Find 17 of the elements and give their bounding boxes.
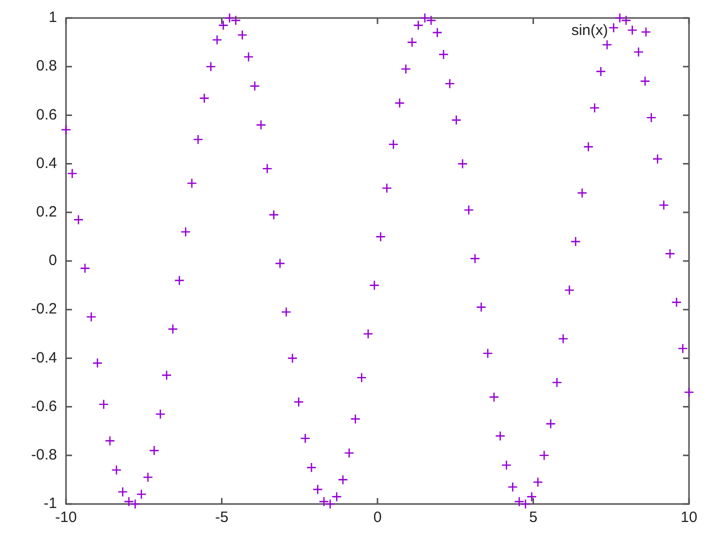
y-tick-label: -1 xyxy=(44,495,57,512)
y-tick-label: 0.8 xyxy=(36,58,57,75)
x-tick-label: 10 xyxy=(680,509,698,526)
y-tick-label: -0.4 xyxy=(31,349,57,366)
x-tick-label: -10 xyxy=(55,509,77,526)
legend-label: sin(x) xyxy=(571,22,608,40)
x-tick-label: 0 xyxy=(373,509,382,526)
x-tick-label: -5 xyxy=(215,509,228,526)
y-tick-label: 1 xyxy=(48,9,57,26)
y-tick-label: 0 xyxy=(48,252,57,270)
y-tick-label: 0.6 xyxy=(36,106,57,124)
y-tick-label: 0.4 xyxy=(36,154,57,172)
y-tick-label: -0.8 xyxy=(31,446,57,464)
y-tick-label: 0.2 xyxy=(36,204,57,221)
y-tick-label: -0.2 xyxy=(31,300,57,318)
x-tick-label: 5 xyxy=(529,509,538,526)
y-tick-label: -0.6 xyxy=(31,398,57,415)
